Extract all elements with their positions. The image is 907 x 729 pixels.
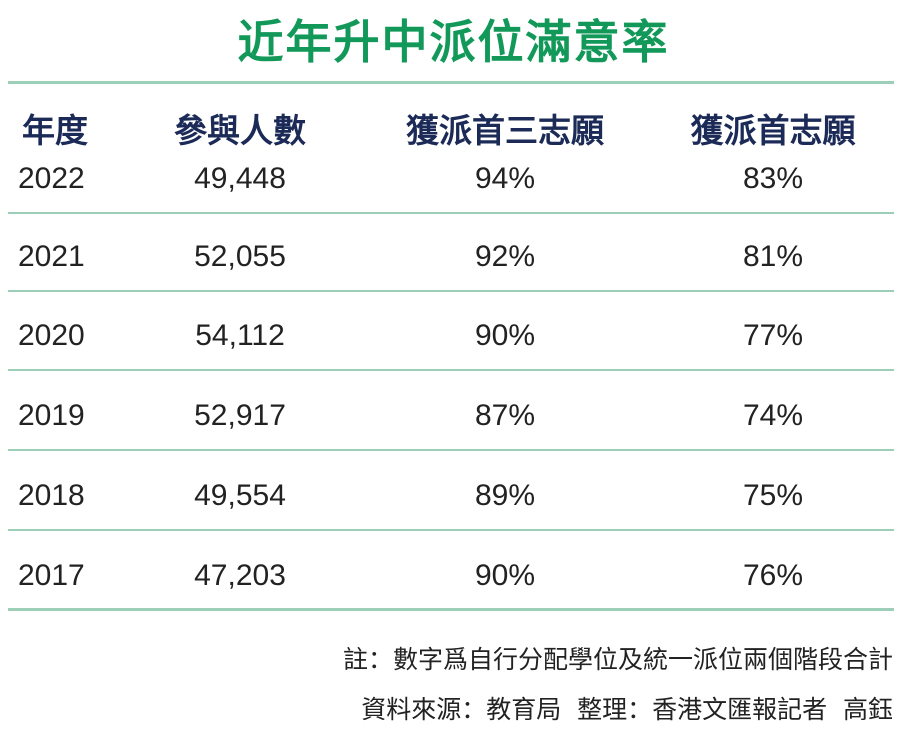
bottom-rule <box>8 608 894 611</box>
table-cell: 2018 <box>18 479 85 512</box>
title: 近年升中派位滿意率 <box>237 15 670 69</box>
table-cell: 92% <box>474 240 536 273</box>
table-cell: 2021 <box>18 240 85 273</box>
note: 資料來源：教育局 整理：香港文匯報記者 高鈺 <box>361 695 893 724</box>
top-rule <box>8 81 894 84</box>
column-header: 獲派首志願 <box>690 112 856 149</box>
table-cell: 49,448 <box>194 162 286 195</box>
table-cell: 52,055 <box>194 240 286 273</box>
table-cell: 74% <box>742 399 804 432</box>
table-cell: 2019 <box>18 399 85 432</box>
table-cell: 49,554 <box>194 479 286 512</box>
column-header: 參與人數 <box>174 112 306 149</box>
table-cell: 2020 <box>18 319 85 352</box>
table-cell: 54,112 <box>195 319 285 352</box>
table-cell: 47,203 <box>194 559 286 592</box>
row-separator <box>8 212 894 214</box>
table-cell: 2017 <box>18 559 85 592</box>
table-cell: 87% <box>474 399 536 432</box>
column-header: 年度 <box>22 112 88 149</box>
table-cell: 83% <box>742 162 804 195</box>
table-cell: 90% <box>474 319 536 352</box>
table-cell: 90% <box>474 559 536 592</box>
table-cell: 77% <box>742 319 804 352</box>
column-header: 獲派首三志願 <box>406 112 604 149</box>
row-separator <box>8 290 894 292</box>
table-cell: 94% <box>474 162 536 195</box>
table-cell: 76% <box>742 559 804 592</box>
table-cell: 75% <box>742 479 804 512</box>
table-cell: 81% <box>742 240 804 273</box>
note: 註：數字爲自行分配學位及統一派位兩個階段合計 <box>342 645 893 674</box>
table-cell: 52,917 <box>194 399 286 432</box>
table-cell: 2022 <box>18 162 85 195</box>
row-separator <box>8 529 894 531</box>
row-separator <box>8 449 894 451</box>
table-cell: 89% <box>474 479 536 512</box>
row-separator <box>8 369 894 371</box>
